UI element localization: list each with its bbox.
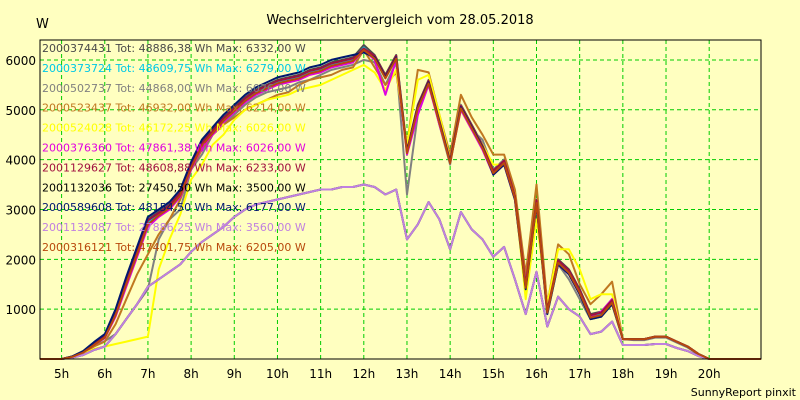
legend: 2000374431 Tot: 48886,38 Wh Max: 6332,00…	[42, 42, 306, 254]
plot-frame	[39, 39, 762, 360]
y-tick-label: 2000	[5, 253, 36, 267]
x-tick-label: 18h	[611, 367, 634, 381]
y-tick-label: 6000	[5, 54, 36, 68]
legend-entry: 2000316121 Tot: 47401,75 Wh Max: 6205,00…	[42, 241, 306, 254]
x-tick-label: 13h	[396, 367, 419, 381]
y-axis-label: W	[36, 17, 49, 32]
x-tick-label: 17h	[568, 367, 591, 381]
series-line	[40, 183, 761, 360]
legend-entry: 2001129627 Tot: 48608,88 Wh Max: 6233,00…	[42, 161, 306, 174]
x-tick-label: 20h	[698, 367, 721, 381]
x-tick-label: 10h	[266, 367, 289, 381]
x-tick-label: 14h	[439, 367, 462, 381]
legend-entry: 2000373724 Tot: 48609,75 Wh Max: 6279,00…	[42, 62, 306, 75]
x-tick-label: 19h	[655, 367, 678, 381]
y-tick-label: 4000	[5, 154, 36, 168]
legend-entry: 2000376360 Tot: 47861,38 Wh Max: 6026,00…	[42, 142, 306, 155]
y-tick-labels: 1000 2000 3000 4000 5000 6000	[5, 54, 36, 317]
x-tick-label: 5h	[54, 367, 69, 381]
legend-entry: 2000523437 Tot: 46932,00 Wh Max: 6214,00…	[42, 102, 306, 115]
legend-entry: 2000502737 Tot: 44868,00 Wh Max: 6026,00…	[42, 82, 306, 95]
legend-entry: 2000524028 Tot: 46172,25 Wh Max: 6026,00…	[42, 122, 306, 135]
x-tick-label: 9h	[227, 367, 242, 381]
series-line	[40, 49, 761, 360]
x-tick-label: 16h	[525, 367, 548, 381]
x-tick-label: 6h	[97, 367, 112, 381]
legend-entry: 2000374431 Tot: 48886,38 Wh Max: 6332,00…	[42, 42, 306, 55]
x-tick-label: 11h	[309, 367, 332, 381]
y-tick-label: 5000	[5, 104, 36, 118]
series-lines	[40, 44, 761, 360]
legend-entry: 2000589608 Tot: 48154,50 Wh Max: 6177,00…	[42, 201, 306, 214]
x-tick-label: 8h	[183, 367, 198, 381]
legend-entry: 2001132036 Tot: 27450,50 Wh Max: 3500,00…	[42, 181, 306, 194]
y-tick-label: 1000	[5, 303, 36, 317]
x-tick-labels: 5h 6h 7h 8h 9h 10h 11h 12h 13h 14h 15h 16h 17h 18h 19h…	[54, 367, 721, 381]
x-tick-label: 15h	[482, 367, 505, 381]
credit-text: SunnyReport pinxit	[691, 386, 797, 399]
x-tick-label: 12h	[352, 367, 375, 381]
chart-title: Wechselrichtervergleich vom 28.05.2018	[266, 13, 533, 28]
legend-entry: 2001132087 Tot: 27886,25 Wh Max: 3560,00…	[42, 221, 306, 234]
x-tick-label: 7h	[140, 367, 155, 381]
y-tick-label: 3000	[5, 203, 36, 217]
